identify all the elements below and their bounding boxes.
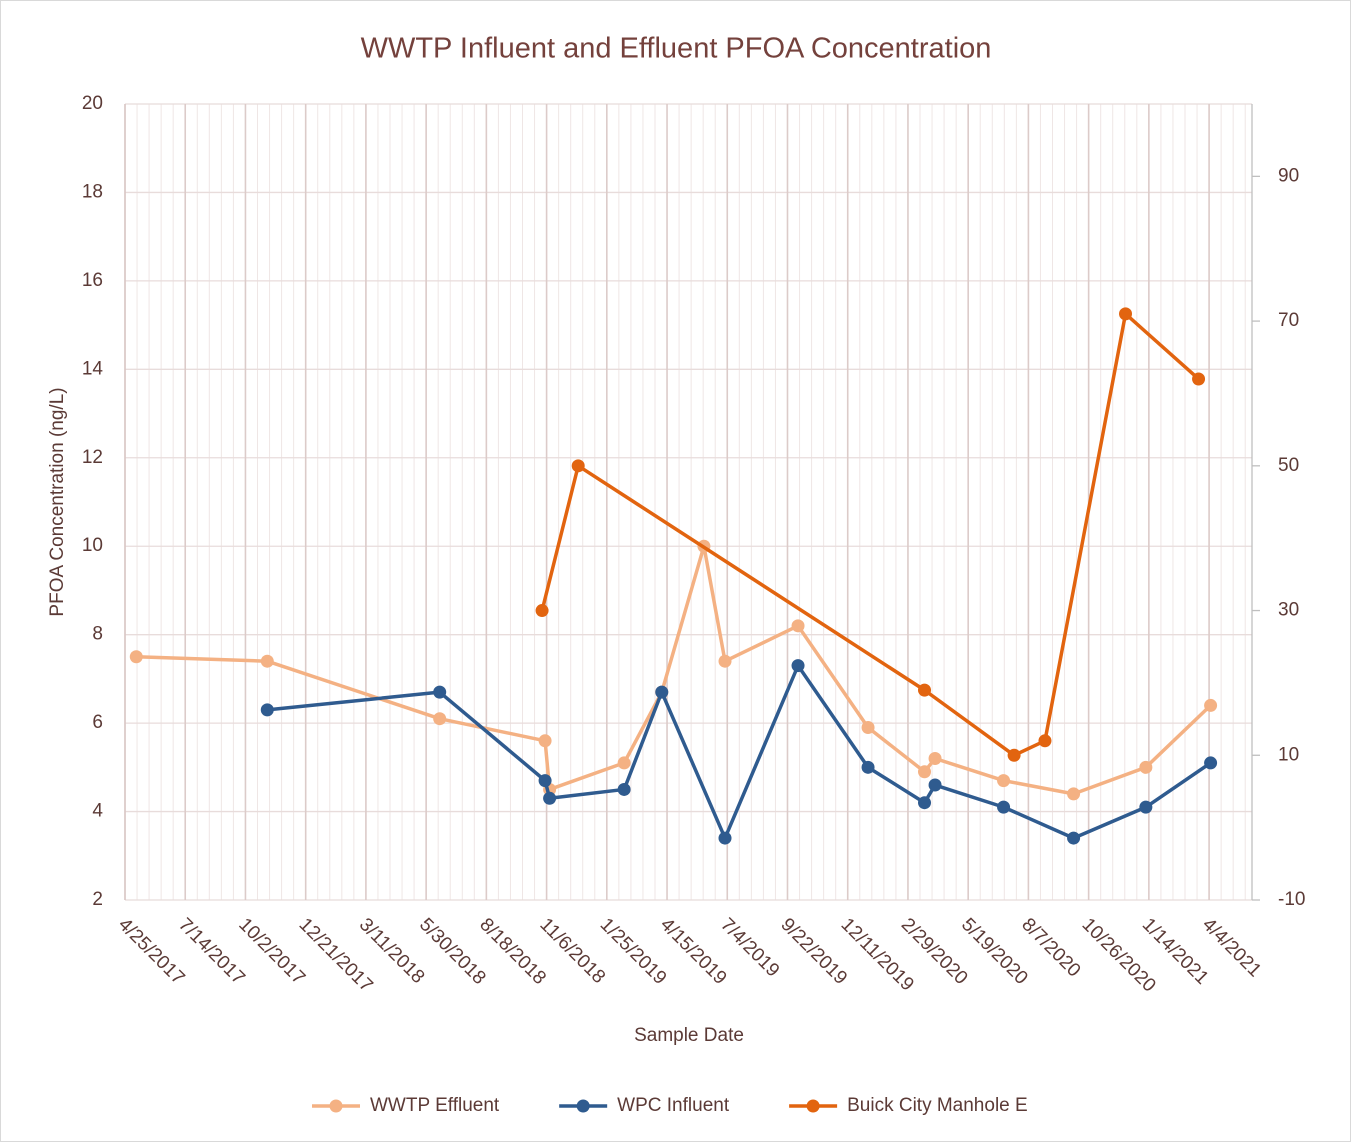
y-tick-label: 14 [82, 358, 104, 379]
legend-label: Buick City Manhole E [847, 1095, 1028, 1116]
legend-marker [576, 1099, 590, 1113]
y2-tick-label: 10 [1278, 744, 1299, 765]
data-point [129, 650, 143, 664]
data-point [791, 659, 805, 673]
data-point [928, 751, 942, 765]
y-tick-label: 8 [92, 624, 103, 645]
y2-tick-label: 50 [1278, 455, 1299, 476]
data-point [718, 831, 732, 845]
data-point [861, 721, 875, 735]
y2-tick-label: 90 [1278, 165, 1299, 186]
data-point [543, 791, 557, 805]
y2-tick-label: 70 [1278, 310, 1299, 331]
data-point [617, 782, 631, 796]
legend-marker [329, 1099, 343, 1113]
data-point [433, 685, 447, 699]
data-point [538, 734, 552, 748]
y-tick-label: 4 [92, 801, 103, 822]
y-tick-label: 18 [82, 181, 103, 202]
data-point [260, 654, 274, 668]
data-point [260, 703, 274, 717]
data-point [861, 760, 875, 774]
data-point [918, 796, 932, 810]
data-point [571, 459, 585, 473]
y-tick-label: 16 [82, 270, 103, 291]
legend-label: WPC Influent [617, 1095, 730, 1116]
data-point [918, 683, 932, 697]
data-point [997, 774, 1011, 788]
y-tick-label: 10 [82, 535, 103, 556]
y2-tick-label: -10 [1278, 889, 1305, 910]
y-axis-label: PFOA Concentration (ng/L) [47, 387, 68, 616]
data-point [1007, 748, 1021, 762]
data-point [1119, 307, 1133, 321]
y2-tick-label: 30 [1278, 600, 1299, 621]
data-point [791, 619, 805, 633]
data-point [1139, 800, 1153, 814]
data-point [997, 800, 1011, 814]
y-tick-label: 6 [92, 712, 103, 733]
x-axis-label: Sample Date [634, 1025, 744, 1046]
data-point [928, 778, 942, 792]
y-tick-label: 2 [92, 889, 103, 910]
y-tick-label: 20 [82, 93, 103, 114]
data-point [1038, 734, 1052, 748]
data-point [1192, 372, 1206, 386]
data-point [1204, 756, 1218, 770]
data-point [1139, 760, 1153, 774]
data-point [718, 654, 732, 668]
data-point [1204, 698, 1218, 712]
data-point [918, 765, 932, 779]
data-point [655, 685, 669, 699]
data-point [535, 604, 549, 618]
data-point [617, 756, 631, 770]
data-point [433, 712, 447, 726]
y-tick-label: 12 [82, 447, 103, 468]
data-point [1067, 787, 1081, 801]
legend-label: WWTP Effluent [370, 1095, 500, 1116]
chart-title: WWTP Influent and Effluent PFOA Concentr… [361, 33, 992, 65]
data-point [1067, 831, 1081, 845]
legend-marker [806, 1099, 820, 1113]
data-point [538, 774, 552, 788]
